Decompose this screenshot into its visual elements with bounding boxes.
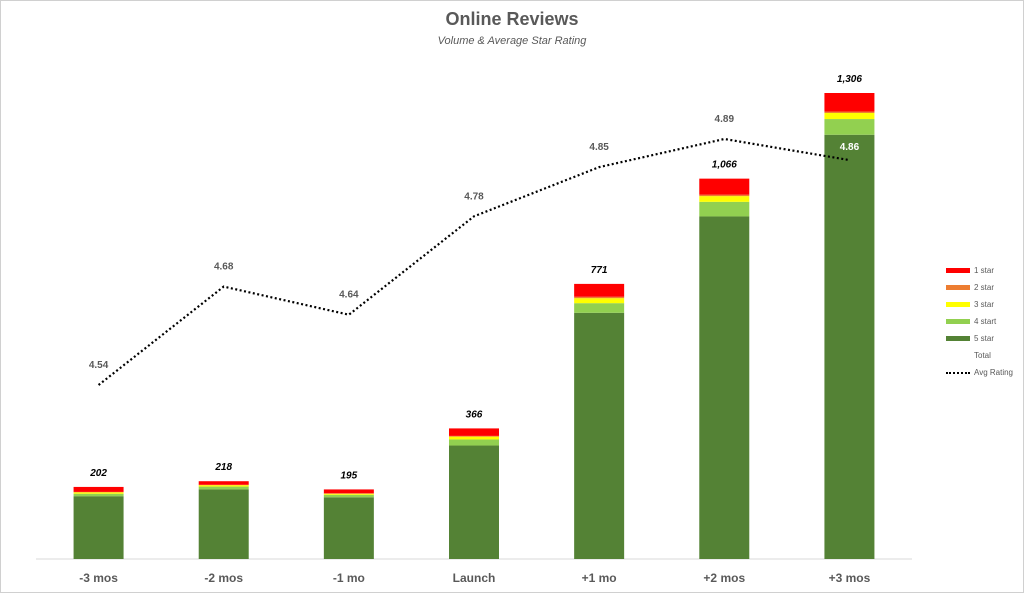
legend-item-total: Total: [946, 347, 1024, 364]
bar-4-start-3: [449, 439, 499, 446]
legend-item-3-star: 3 star: [946, 296, 1024, 313]
total-label-1: 218: [214, 462, 232, 473]
legend-item-4-start: 4 start: [946, 313, 1024, 330]
bar-2-star-3: [449, 435, 499, 437]
x-tick-label-3: Launch: [453, 571, 496, 585]
avg-rating-label-3: 4.78: [464, 191, 484, 202]
total-label-2: 195: [341, 470, 358, 481]
bar-4-start-1: [198, 486, 249, 490]
bar-2-star-6: [824, 111, 875, 113]
bar-5-star-5: [699, 216, 750, 559]
avg-rating-label-0: 4.54: [89, 360, 109, 371]
bar-4-start-0: [73, 493, 124, 497]
bar-3-star-0: [73, 492, 124, 494]
bar-1-star-4: [574, 283, 625, 297]
avg-rating-label-6: 4.86: [840, 142, 860, 153]
bar-3-star-5: [699, 196, 750, 202]
bar-1-star-3: [449, 428, 499, 436]
bar-1-star-2: [323, 489, 374, 494]
bar-1-star-1: [198, 481, 249, 485]
chart-legend: 1 star 2 star 3 star 4 start 5 star Tota…: [946, 262, 1024, 381]
legend-swatch-avg-rating: [946, 371, 970, 374]
bar-5-star-3: [449, 445, 499, 559]
total-label-6: 1,306: [837, 74, 862, 85]
bar-3-star-6: [824, 112, 875, 120]
bar-3-star-4: [574, 298, 625, 304]
legend-item-5-star: 5 star: [946, 330, 1024, 347]
bar-5-star-4: [574, 312, 625, 559]
x-tick-label-1: -2 mos: [204, 571, 243, 585]
bar-2-star-4: [574, 296, 625, 299]
total-label-4: 771: [591, 265, 608, 276]
legend-label-total: Total: [974, 351, 991, 360]
bar-1-star-5: [699, 178, 750, 195]
avg-rating-line: [97, 137, 850, 386]
total-label-5: 1,066: [712, 160, 737, 171]
legend-label-3-star: 3 star: [974, 300, 995, 309]
bar-3-star-1: [198, 485, 249, 487]
chart-subtitle: Volume & Average Star Rating: [437, 35, 587, 47]
x-tick-label-0: -3 mos: [79, 571, 118, 585]
avg-rating-label-1: 4.68: [214, 262, 234, 273]
x-tick-label-5: +2 mos: [703, 571, 745, 585]
bar-4-start-6: [824, 119, 875, 135]
bar-5-star-2: [323, 497, 374, 559]
total-label-3: 366: [466, 409, 483, 420]
chart-title: Online Reviews: [445, 9, 579, 29]
legend-swatch-2-star: [946, 285, 970, 290]
bar-3-star-2: [323, 493, 374, 495]
bar-4-start-5: [699, 201, 750, 217]
bar-4-start-2: [323, 494, 374, 498]
x-tick-label-2: -1 mo: [333, 571, 365, 585]
avg-rating-label-5: 4.89: [715, 114, 735, 125]
bar-1-star-6: [824, 93, 875, 112]
bar-1-star-0: [73, 486, 124, 492]
legend-swatch-5-star: [946, 336, 970, 341]
avg-rating-label-2: 4.64: [339, 290, 359, 301]
bar-5-star-1: [198, 489, 249, 559]
bar-2-star-5: [699, 194, 750, 197]
bar-3-star-3: [449, 436, 499, 440]
legend-item-1-star: 1 star: [946, 262, 1024, 279]
legend-item-2-star: 2 star: [946, 279, 1024, 296]
bar-5-star-0: [73, 496, 124, 559]
legend-label-avg-rating: Avg Rating: [974, 368, 1013, 377]
legend-label-5-star: 5 star: [974, 334, 995, 343]
legend-label-1-star: 1 star: [974, 266, 995, 275]
legend-swatch-4-start: [946, 319, 970, 324]
bar-5-star-6: [824, 134, 875, 559]
legend-swatch-3-star: [946, 302, 970, 307]
legend-label-2-star: 2 star: [974, 283, 995, 292]
legend-swatch-1-star: [946, 268, 970, 273]
legend-label-4-start: 4 start: [974, 317, 997, 326]
legend-item-avg-rating: Avg Rating: [946, 364, 1024, 381]
bar-4-start-4: [574, 303, 625, 313]
x-tick-label-6: +3 mos: [829, 571, 871, 585]
x-tick-label-4: +1 mo: [582, 571, 617, 585]
total-label-0: 202: [89, 468, 107, 479]
avg-rating-label-4: 4.85: [589, 142, 609, 153]
